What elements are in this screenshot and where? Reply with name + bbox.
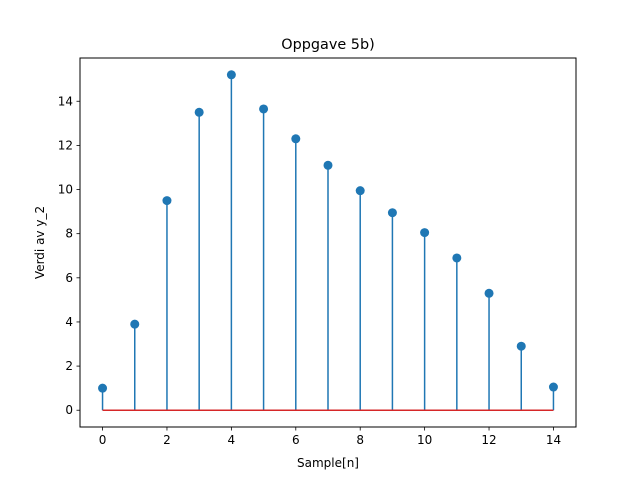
stem-marker: [548, 382, 558, 392]
y-axis-ticks: 0 2 4 6 8 10 12 14: [58, 94, 80, 417]
y-axis-label: Verdi av y_2: [33, 206, 47, 279]
axes-frame: [79, 57, 577, 428]
x-axis-label: Sample[n]: [297, 456, 359, 470]
stem-marker: [387, 208, 397, 218]
stem-marker: [291, 134, 301, 144]
stem-marker: [452, 253, 462, 263]
stem-marker: [259, 104, 269, 114]
y-tick-label: 8: [65, 227, 73, 241]
stem-marker: [323, 160, 333, 170]
x-tick-label: 14: [546, 433, 561, 447]
x-tick-label: 8: [356, 433, 364, 447]
plot-area: [98, 70, 558, 411]
stem-marker: [98, 383, 108, 393]
stem-marker: [420, 228, 430, 238]
stem-marker: [226, 70, 236, 80]
stem-marker: [194, 107, 204, 117]
x-axis-ticks: 0 2 4 6 8 10 12 14: [99, 427, 561, 447]
y-tick-label: 4: [65, 315, 73, 329]
stem-marker: [162, 196, 172, 206]
y-tick-label: 0: [65, 403, 73, 417]
x-tick-label: 6: [292, 433, 300, 447]
x-tick-label: 4: [228, 433, 236, 447]
x-tick-label: 2: [163, 433, 171, 447]
stems-layer: [101, 74, 555, 411]
x-tick-label: 12: [481, 433, 496, 447]
markers-layer: [98, 70, 558, 393]
y-tick-label: 10: [58, 183, 73, 197]
y-tick-label: 12: [58, 138, 73, 152]
y-tick-label: 2: [65, 359, 73, 373]
x-tick-label: 10: [417, 433, 432, 447]
stem-marker: [516, 341, 526, 351]
y-tick-label: 6: [65, 271, 73, 285]
x-tick-label: 0: [99, 433, 107, 447]
stem-marker: [130, 319, 140, 329]
y-tick-label: 14: [58, 94, 73, 108]
chart-title: Oppgave 5b): [281, 37, 374, 53]
stem-marker: [484, 288, 494, 298]
stem-marker: [355, 186, 365, 196]
